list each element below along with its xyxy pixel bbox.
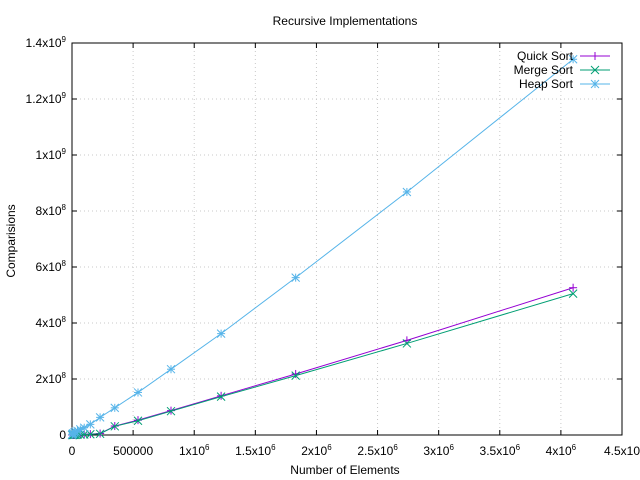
- data-point-merge-sort: [110, 421, 120, 431]
- y-tick-label-exp: 9: [62, 147, 67, 156]
- data-point-merge-sort: [216, 392, 226, 401]
- data-point-heap-sort: [79, 423, 89, 433]
- x-tick-label-base: 1.5x10: [235, 444, 271, 458]
- y-tick-label-exp: 9: [62, 91, 67, 100]
- x-tick-label-exp: 6: [271, 443, 276, 452]
- y-tick-label-base: 0: [59, 428, 66, 442]
- y-tick-label-exp: 8: [62, 371, 67, 380]
- x-tick-label-exp: 6: [449, 443, 454, 452]
- x-tick-label: 4x106: [546, 443, 577, 458]
- data-point-heap-sort: [85, 420, 95, 429]
- x-tick-label: 2.5x106: [357, 443, 398, 458]
- x-tick-label: 0: [69, 444, 76, 458]
- data-point-heap-sort: [166, 364, 176, 374]
- plot-frame: [71, 42, 623, 436]
- data-point-heap-sort: [402, 187, 412, 197]
- legend-label-merge-sort: Merge Sort: [514, 63, 574, 77]
- data-point-merge-sort: [95, 429, 105, 439]
- data-point-merge-sort: [133, 416, 143, 426]
- data-point-heap-sort: [95, 413, 105, 422]
- legend-marker-quick-sort: [591, 52, 599, 60]
- x-axis-label: Number of Elements: [290, 463, 399, 477]
- x-tick-label-base: 4.5x10: [604, 444, 640, 458]
- legend-label-heap-sort: Heap Sort: [519, 77, 574, 91]
- x-tick-label-exp: 6: [516, 443, 521, 452]
- x-axis-ticks: 0 500000 1x106 1.5x106 2x106 2.5x106 3x106 3.5x…: [69, 43, 640, 458]
- y-tick-label-exp: 8: [62, 259, 67, 268]
- data-point-quick-sort: [291, 369, 300, 378]
- x-tick-label: 1x106: [179, 443, 210, 458]
- y-tick-label-exp: 9: [62, 35, 67, 44]
- y-tick-label: 1.4x109: [26, 35, 67, 50]
- y-tick-label-base: 2x10: [36, 372, 62, 386]
- y-tick-label: 6x108: [36, 259, 67, 274]
- y-tick-label-exp: 8: [62, 315, 67, 324]
- y-tick-label-base: 6x10: [36, 260, 62, 274]
- series-heap-sort: [67, 54, 578, 440]
- y-tick-label-base: 1.4x10: [26, 36, 62, 50]
- y-tick-label: 1.2x109: [26, 91, 67, 106]
- data-point-quick-sort: [569, 283, 578, 292]
- legend-label-quick-sort: Quick Sort: [517, 49, 574, 63]
- data-point-merge-sort: [568, 289, 578, 298]
- x-tick-label-base: 3.5x10: [480, 444, 516, 458]
- x-tick-label-exp: 6: [572, 443, 577, 452]
- chart-title: Recursive Implementations: [273, 14, 418, 28]
- y-tick-label: 1x109: [36, 147, 67, 162]
- series-layer: [67, 54, 578, 440]
- data-point-merge-sort: [291, 371, 301, 380]
- y-tick-label: 4x108: [36, 315, 67, 330]
- y-tick-label: 8x108: [36, 203, 67, 218]
- x-tick-label-base: 1x10: [179, 444, 205, 458]
- x-tick-label-base: 2.5x10: [357, 444, 393, 458]
- x-tick-label-base: 2x10: [301, 444, 327, 458]
- data-point-heap-sort: [110, 403, 120, 413]
- data-point-heap-sort: [291, 273, 301, 282]
- x-tick-label: 1.5x106: [235, 443, 276, 458]
- x-tick-label-base: 4x10: [546, 444, 572, 458]
- data-point-heap-sort: [133, 388, 143, 397]
- y-axis-label: Comparisions: [4, 204, 18, 277]
- data-point-heap-sort: [216, 329, 226, 338]
- data-point-merge-sort: [402, 339, 412, 348]
- y-tick-label: 2x108: [36, 371, 67, 386]
- x-tick-label-exp: 6: [205, 443, 210, 452]
- x-tick-label-base: 500000: [113, 444, 153, 458]
- legend-marker-merge-sort: [590, 65, 600, 75]
- x-tick-label: 3x106: [423, 443, 454, 458]
- grid-lines: [72, 43, 622, 435]
- y-tick-label-base: 1.2x10: [26, 92, 62, 106]
- x-tick-label-base: 0: [69, 444, 76, 458]
- x-tick-label: 3.5x106: [480, 443, 521, 458]
- y-tick-label-base: 8x10: [36, 204, 62, 218]
- data-point-heap-sort: [568, 54, 578, 64]
- data-point-merge-sort: [166, 406, 176, 416]
- x-tick-label-exp: 6: [327, 443, 332, 452]
- legend-marker-heap-sort: [590, 79, 600, 89]
- x-tick-label: 4.5x10: [604, 444, 640, 458]
- y-tick-label-exp: 8: [62, 203, 67, 212]
- y-tick-label: 0: [59, 428, 66, 442]
- x-tick-label-base: 3x10: [423, 444, 449, 458]
- y-tick-label-base: 1x10: [36, 148, 62, 162]
- x-tick-label: 500000: [113, 444, 153, 458]
- x-tick-label-exp: 6: [393, 443, 398, 452]
- x-tick-label: 2x106: [301, 443, 332, 458]
- y-tick-label-base: 4x10: [36, 316, 62, 330]
